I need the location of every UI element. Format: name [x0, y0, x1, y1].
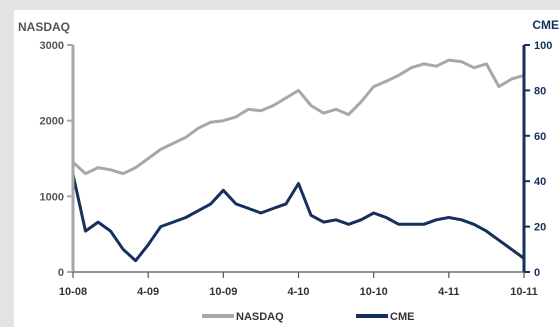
right-tick-label: 20: [534, 222, 546, 234]
left-tick-label: 2000: [40, 116, 64, 128]
right-tick-label: 60: [534, 131, 546, 143]
right-axis-title: CME: [532, 18, 559, 32]
right-tick-label: 100: [534, 40, 552, 52]
chart-card: NASDAQ CME 0 1000 2000 3000 0 20 40 60 80 100 10…: [14, 10, 560, 327]
series-line-nasdaq: [71, 58, 526, 176]
x-tick-label: 10-11: [510, 286, 538, 298]
left-tick-label: 0: [58, 267, 64, 279]
x-tick-label: 10-08: [59, 286, 87, 298]
series-line-cme: [71, 172, 526, 263]
x-tick-label: 4-09: [137, 286, 159, 298]
legend-label-nasdaq: NASDAQ: [236, 311, 284, 323]
x-tick-label: 4-11: [438, 286, 459, 298]
left-tick-label: 1000: [40, 191, 64, 203]
left-tick-label: 3000: [40, 40, 64, 52]
left-axis-title: NASDAQ: [18, 20, 70, 34]
line-chart: NASDAQ CME 0 1000 2000 3000 0 20 40 60 80 100 10…: [18, 18, 559, 323]
x-tick-label: 10-10: [360, 286, 388, 298]
right-tick-label: 0: [534, 267, 540, 279]
legend-label-cme: CME: [390, 311, 414, 323]
right-tick-label: 80: [534, 85, 546, 97]
x-tick-label: 4-10: [287, 286, 309, 298]
x-tick-label: 10-09: [209, 286, 237, 298]
right-tick-label: 40: [534, 176, 546, 188]
